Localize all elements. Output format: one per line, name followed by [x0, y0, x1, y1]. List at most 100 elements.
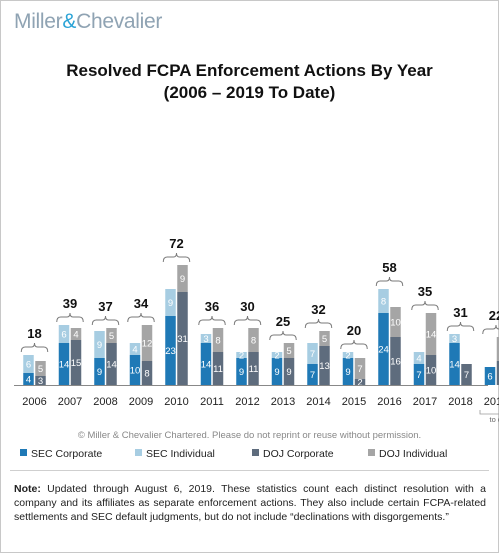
x-tick-label-2010: 2010 [164, 396, 188, 408]
total-bracket-2009 [127, 312, 155, 323]
bar-doj-individual-2012 [248, 328, 259, 352]
total-bracket-2019 [482, 324, 499, 335]
bar-doj-corporate-2007 [70, 340, 82, 385]
x-tick-label-2007: 2007 [58, 396, 82, 408]
legend-swatch [368, 449, 375, 456]
bar-sec-corporate-2017 [413, 364, 425, 385]
x-tick-label-2019: 2019 [484, 396, 499, 408]
data-label-sec-individual-2016: 8 [381, 296, 386, 307]
total-label-2017: 35 [418, 284, 432, 299]
total-label-2019: 22 [489, 308, 499, 323]
data-label-doj-corporate-2011: 11 [213, 364, 223, 375]
data-label-sec-corporate-2018: 14 [449, 359, 460, 370]
data-label-doj-corporate-2007: 15 [71, 358, 82, 369]
data-label-sec-individual-2014: 7 [310, 349, 315, 360]
bar-sec-corporate-2013 [271, 358, 283, 385]
total-bracket-2008 [91, 315, 120, 326]
bar-sec-corporate-2016 [378, 313, 389, 385]
x-tick-label-2018: 2018 [448, 396, 472, 408]
note-text: Updated through August 6, 2019. These st… [14, 483, 486, 523]
x-tick-label-2014: 2014 [306, 396, 330, 408]
x-tick-label-2015: 2015 [342, 396, 366, 408]
bar-sec-corporate-2012 [236, 358, 247, 385]
data-label-doj-corporate-2016: 16 [390, 356, 401, 367]
legend-label: DOJ Corporate [263, 448, 334, 460]
legend-item-doj-individual: DOJ Individual [368, 448, 447, 460]
bar-sec-corporate-2009 [129, 355, 141, 385]
data-label-sec-individual-2007: 6 [61, 329, 66, 340]
bar-doj-corporate-2019 [496, 361, 499, 385]
data-label-sec-individual-2009: 4 [132, 344, 137, 355]
total-label-2016: 58 [382, 260, 396, 275]
legend-swatch [135, 449, 142, 456]
data-label-doj-individual-2015: 7 [357, 364, 362, 375]
bar-sec-individual-2015 [342, 352, 354, 358]
legend-item-doj-corporate: DOJ Corporate [252, 448, 334, 460]
total-bracket-2011 [198, 315, 226, 326]
brand-name-part2: Chevalier [76, 10, 163, 33]
x-tick-label-2006: 2006 [22, 396, 46, 408]
legend-label: DOJ Individual [379, 448, 448, 460]
bar-sec-corporate-2018 [449, 343, 460, 385]
data-label-sec-corporate-2012: 9 [239, 367, 244, 378]
footnote: Note: Updated through August 6, 2019. Th… [14, 482, 486, 524]
legend-swatch [252, 449, 259, 456]
bar-doj-individual-2013 [283, 343, 295, 358]
bar-sec-corporate-2014 [307, 364, 318, 385]
total-label-2006: 18 [27, 326, 41, 341]
bar-sec-individual-2007 [58, 325, 70, 343]
data-label-doj-corporate-2006: 3 [38, 376, 43, 387]
data-label-doj-individual-2007: 4 [73, 329, 78, 340]
total-bracket-2017 [411, 300, 439, 311]
to-date-bracket [479, 410, 499, 415]
data-label-doj-corporate-2012: 11 [249, 364, 259, 375]
bar-doj-individual-2011 [212, 328, 224, 352]
data-label-doj-corporate-2013: 9 [286, 367, 291, 378]
bar-doj-corporate-2016 [390, 337, 401, 385]
data-label-doj-corporate-2010: 31 [177, 334, 188, 345]
bar-doj-corporate-2017 [425, 355, 437, 385]
bar-sec-individual-2012 [236, 352, 247, 358]
data-label-sec-corporate-2007: 14 [59, 359, 70, 370]
data-label-sec-individual-2012: 2 [239, 350, 244, 361]
data-label-sec-individual-2013: 2 [274, 350, 279, 361]
x-tick-label-2016: 2016 [377, 396, 401, 408]
bar-doj-individual-2014 [319, 331, 330, 346]
note-label: Note: [14, 483, 41, 495]
bar-doj-corporate-2010 [177, 292, 188, 385]
brand-ampersand: & [62, 10, 77, 33]
data-label-sec-corporate-2008: 9 [97, 367, 102, 378]
bar-doj-corporate-2018 [461, 364, 472, 385]
bar-doj-corporate-2015 [354, 379, 366, 385]
bar-sec-corporate-2015 [342, 358, 354, 385]
total-bracket-2010 [162, 252, 191, 263]
bar-sec-corporate-2019 [484, 367, 496, 385]
bar-doj-corporate-2011 [212, 352, 224, 385]
bar-doj-individual-2008 [106, 328, 117, 343]
total-bracket-2012 [233, 315, 262, 326]
data-label-doj-individual-2009: 12 [142, 338, 153, 349]
total-label-2011: 36 [205, 299, 219, 314]
bar-sec-corporate-2007 [58, 343, 70, 385]
legend-item-sec-individual: SEC Individual [135, 448, 215, 460]
data-label-doj-individual-2006: 5 [38, 364, 43, 375]
data-label-doj-corporate-2015: 2 [357, 377, 362, 388]
bar-sec-individual-2010 [165, 289, 176, 316]
data-label-sec-corporate-2017: 7 [416, 370, 421, 381]
data-label-doj-corporate-2008: 14 [106, 359, 117, 370]
data-label-doj-individual-2013: 5 [286, 346, 291, 357]
bar-sec-individual-2017 [413, 352, 425, 364]
bar-doj-individual-2016 [390, 307, 401, 337]
bar-sec-individual-2016 [378, 289, 389, 313]
total-label-2009: 34 [134, 296, 149, 311]
total-bracket-2018 [446, 321, 475, 332]
data-label-sec-corporate-2013: 9 [274, 367, 279, 378]
bar-doj-individual-2010 [177, 265, 188, 292]
total-bracket-2013 [269, 330, 297, 341]
bar-doj-corporate-2006 [35, 376, 46, 385]
x-tick-label-2011: 2011 [200, 396, 224, 408]
x-tick-label-2012: 2012 [235, 396, 259, 408]
bar-sec-individual-2018 [449, 334, 460, 343]
x-tick-label-2009: 2009 [129, 396, 153, 408]
bar-sec-corporate-2011 [200, 343, 212, 385]
